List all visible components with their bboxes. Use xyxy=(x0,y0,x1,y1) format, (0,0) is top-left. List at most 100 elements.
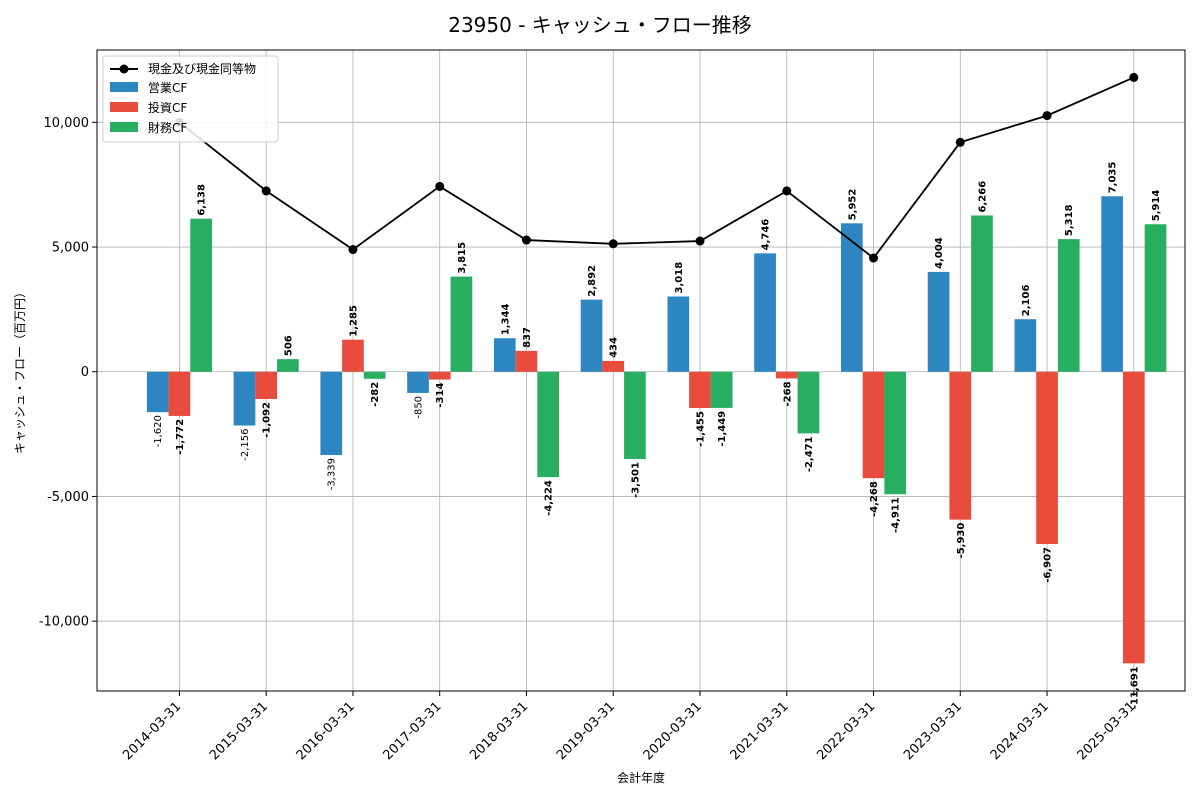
value-label: -1,772 xyxy=(175,419,186,455)
cash-point xyxy=(782,186,792,196)
bar-operating-cf xyxy=(754,253,776,372)
x-tick-label: 2014-03-31 xyxy=(120,699,184,763)
legend-label-operating: 営業CF xyxy=(148,81,187,95)
cash-line-path xyxy=(178,76,1135,260)
cash-point xyxy=(435,181,445,191)
value-label: -5,930 xyxy=(956,523,967,559)
bars xyxy=(146,196,1167,664)
bar-investing-cf xyxy=(775,371,798,379)
value-label: -3,501 xyxy=(630,462,641,498)
bar-investing-cf xyxy=(862,371,885,479)
grid xyxy=(97,50,1185,691)
value-label: 7,035 xyxy=(1108,162,1119,194)
value-label: -1,455 xyxy=(695,411,706,447)
value-label: -282 xyxy=(370,382,381,407)
plot-frame xyxy=(96,49,1186,692)
x-tick-label: 2015-03-31 xyxy=(207,699,271,763)
bar-investing-cf xyxy=(255,371,278,399)
bar-investing-cf xyxy=(168,371,191,416)
value-label: 2,892 xyxy=(587,265,598,297)
value-label: -268 xyxy=(782,381,793,406)
value-label: -11,691 xyxy=(1129,666,1140,709)
x-tick-label: 2022-03-31 xyxy=(814,699,878,763)
y-ticks: -10,000 -5,000 0 5,000 10,000 xyxy=(39,116,97,630)
bar-investing-cf xyxy=(949,371,972,520)
value-labels: -1,620 -2,156 -3,339 -850 1,344 2,892 3,018 4,7… xyxy=(153,162,1162,709)
bar-financing-cf xyxy=(450,276,473,372)
value-label: 506 xyxy=(283,335,294,356)
y-tick-label: 0 xyxy=(81,365,89,380)
value-label: 6,138 xyxy=(197,184,208,216)
legend-label-financing: 財務CF xyxy=(148,120,187,135)
bar-operating-cf xyxy=(1014,319,1037,372)
value-label: 4,004 xyxy=(934,237,945,269)
legend-box xyxy=(102,55,279,143)
value-label: 5,914 xyxy=(1151,190,1162,222)
bar-investing-cf xyxy=(342,339,364,372)
value-label: 3,815 xyxy=(457,242,468,274)
y-tick-label: 10,000 xyxy=(44,116,90,131)
x-tick-label: 2021-03-31 xyxy=(728,699,792,763)
cash-point xyxy=(348,245,358,255)
bar-financing-cf xyxy=(277,359,299,372)
value-label: 6,266 xyxy=(977,181,988,213)
value-label: -6,907 xyxy=(1043,547,1054,583)
x-tick-label: 2019-03-31 xyxy=(554,699,618,763)
bar-operating-cf xyxy=(927,271,950,372)
bar-operating-cf xyxy=(146,371,169,413)
legend-swatch-operating xyxy=(110,82,138,92)
x-tick-label: 2018-03-31 xyxy=(467,699,531,763)
bar-financing-cf xyxy=(971,215,993,372)
bar-financing-cf xyxy=(363,371,386,379)
value-label: 4,746 xyxy=(761,219,772,251)
value-label: -4,268 xyxy=(869,481,880,517)
chart-title: 23950 - キャッシュ・フロー推移 xyxy=(448,13,752,37)
value-label: -1,092 xyxy=(262,402,273,438)
bar-financing-cf xyxy=(884,371,907,495)
x-tick-label: 2016-03-31 xyxy=(294,699,358,763)
value-label: -4,911 xyxy=(891,497,902,533)
legend-swatch-financing xyxy=(110,122,138,132)
bar-operating-cf xyxy=(320,371,343,456)
value-label: -4,224 xyxy=(544,480,555,516)
bar-operating-cf xyxy=(667,296,690,372)
value-label: -2,156 xyxy=(240,429,251,461)
cash-point xyxy=(521,235,531,245)
legend-label-investing: 投資CF xyxy=(148,100,187,115)
value-label: -314 xyxy=(435,383,446,408)
bar-operating-cf xyxy=(580,299,603,372)
x-tick-label: 2023-03-31 xyxy=(901,699,965,763)
bar-financing-cf xyxy=(710,371,733,408)
cash-point xyxy=(261,186,271,196)
value-label: -850 xyxy=(414,396,425,419)
x-tick-label: 2020-03-31 xyxy=(641,699,705,763)
bar-operating-cf xyxy=(407,371,429,393)
bar-financing-cf xyxy=(1144,224,1167,372)
x-axis-label: 会計年度 xyxy=(617,770,665,785)
value-label: -1,620 xyxy=(153,415,164,447)
legend-label-cash: 現金及び現金同等物 xyxy=(148,61,256,76)
bar-investing-cf xyxy=(1036,371,1058,545)
bar-financing-cf xyxy=(624,371,646,460)
x-tick-label: 2017-03-31 xyxy=(381,699,445,763)
bar-operating-cf xyxy=(1101,196,1123,372)
cash-line xyxy=(174,72,1139,263)
value-label: 1,285 xyxy=(348,305,359,337)
legend: 現金及び現金同等物 営業CF 投資CF 財務CF xyxy=(102,55,279,143)
cash-point xyxy=(695,236,705,246)
bar-financing-cf xyxy=(537,371,560,478)
y-tick-label: 5,000 xyxy=(52,241,89,256)
cash-point xyxy=(1042,111,1052,121)
value-label: 1,344 xyxy=(500,304,511,336)
value-label: 434 xyxy=(609,337,620,358)
y-tick-label: -10,000 xyxy=(39,615,89,630)
value-label: 5,952 xyxy=(847,189,858,221)
y-axis-label: キャッシュ・フロー（百万円） xyxy=(13,286,27,454)
bar-investing-cf xyxy=(515,350,538,372)
value-label: 3,018 xyxy=(674,262,685,294)
legend-line-dot xyxy=(119,64,129,74)
bar-investing-cf xyxy=(689,371,711,409)
value-label: 2,106 xyxy=(1021,285,1032,317)
x-tick-label: 2025-03-31 xyxy=(1075,699,1139,763)
